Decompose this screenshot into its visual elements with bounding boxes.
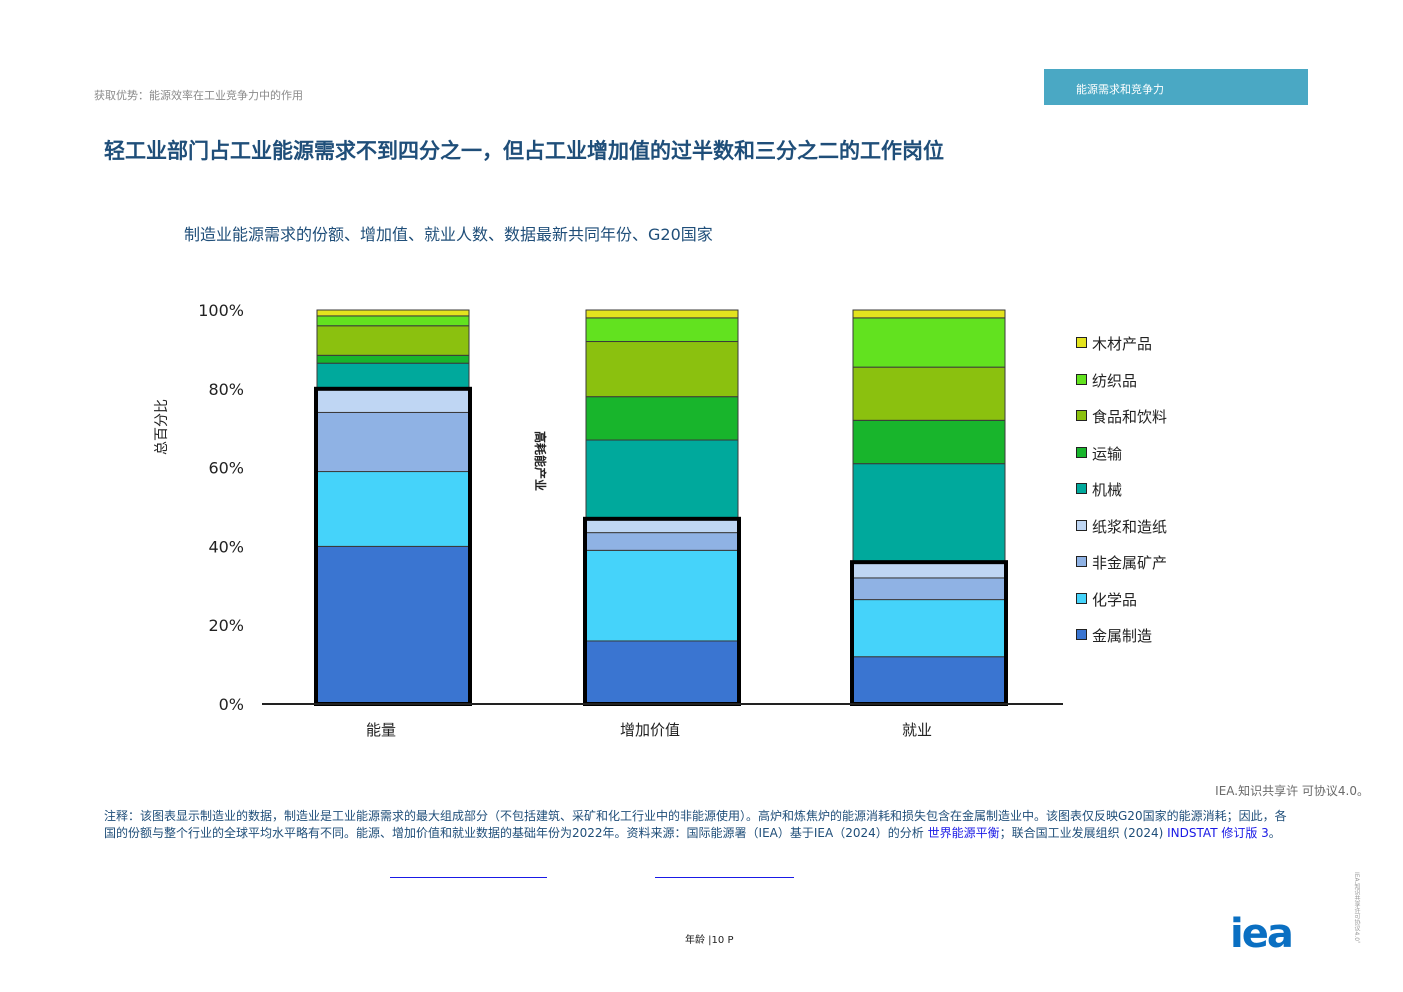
page-title: 轻工业部门占工业能源需求不到四分之一，但占工业增加值的过半数和三分之二的工作岗位: [104, 139, 944, 163]
legend-swatch: [1076, 410, 1087, 421]
legend-label: 食品和饮料: [1092, 408, 1168, 426]
bar-segment: [852, 656, 1006, 705]
bar-segment: [852, 561, 1006, 579]
legend-label: 运输: [1092, 444, 1123, 463]
energy-intensive-annotation: 高耗能产业: [533, 431, 548, 491]
legend-item: 运输: [1076, 443, 1122, 463]
notes-text-2: ；联合国工业发展组织 (2024): [999, 826, 1164, 840]
x-category-label: 就业: [902, 721, 932, 739]
legend-item: 金属制造: [1076, 625, 1152, 645]
chart-title: 制造业能源需求的份额、增加值、就业人数、数据最新共同年份、G20国家: [184, 225, 713, 244]
legend-swatch: [1076, 446, 1087, 458]
legend-swatch: [1076, 373, 1087, 385]
y-tick-label: 80%: [208, 380, 244, 399]
link-underline: [390, 877, 547, 878]
x-category-label: 增加价值: [620, 721, 680, 739]
legend-swatch: [1076, 556, 1087, 567]
legend-label: 金属制造: [1092, 627, 1153, 645]
bar-segment: [585, 309, 739, 319]
legend-item: 木材产品: [1076, 333, 1152, 353]
bar-segment: [316, 545, 470, 705]
legend-item: 纺织品: [1076, 370, 1137, 390]
legend-swatch: [1076, 483, 1087, 494]
bar-segment: [585, 640, 739, 705]
link-underline: [655, 877, 794, 878]
y-tick-label: 20%: [208, 616, 244, 635]
bar-segment: [852, 366, 1006, 421]
license-text: IEA.知识共享许 可协议4.0。: [1215, 784, 1369, 798]
y-tick-label: 40%: [208, 537, 244, 556]
legend-item: 化学品: [1076, 589, 1137, 609]
bar-segment: [585, 439, 739, 520]
notes-end: 。: [1268, 826, 1281, 840]
bar-segment: [852, 599, 1006, 658]
chart-notes: 注释：该图表显示制造业的数据，制造业是工业能源需求的最大组成部分（不包括建筑、采…: [104, 808, 1294, 842]
side-license-text: IEA.知识共享许可协议4.0。: [1353, 872, 1360, 948]
legend-label: 非金属矿产: [1092, 554, 1168, 572]
bar-segment: [585, 549, 739, 642]
legend-item: 食品和饮料: [1076, 406, 1167, 426]
breadcrumb: 获取优势：能源效率在工业竞争力中的作用: [94, 89, 303, 102]
legend-item: 纸浆和造纸: [1076, 516, 1167, 536]
bar-segment: [585, 317, 739, 343]
legend-swatch: [1076, 592, 1087, 604]
y-axis-label: 总百分比: [154, 399, 170, 455]
bar-segment: [316, 411, 470, 473]
y-tick-label: 100%: [198, 301, 244, 320]
bar-segment: [316, 315, 470, 327]
y-tick-label: 60%: [208, 459, 244, 478]
legend-label: 化学品: [1092, 590, 1138, 609]
notes-link-indstat[interactable]: INDSTAT 修订版 3: [1167, 826, 1269, 840]
iea-logo[interactable]: iea: [1230, 911, 1294, 957]
bar-segment: [585, 341, 739, 398]
bar-segment: [316, 325, 470, 356]
bar-segment: [316, 354, 470, 364]
bar-segment: [585, 518, 739, 534]
bar-segment: [316, 471, 470, 547]
bar-segment: [852, 577, 1006, 601]
legend-label: 纺织品: [1092, 371, 1138, 390]
bar-segment: [852, 463, 1006, 563]
bar-segment: [585, 532, 739, 551]
bar-segment: [316, 388, 470, 413]
bar-segment: [852, 419, 1006, 465]
legend-item: 机械: [1076, 479, 1122, 499]
legend-swatch: [1076, 519, 1087, 531]
x-category-label: 能量: [366, 721, 396, 739]
bar-segment: [316, 309, 470, 317]
bar-segment: [585, 396, 739, 441]
legend-swatch: [1076, 337, 1087, 348]
legend-label: 纸浆和造纸: [1092, 517, 1168, 536]
page-number: 年龄 |10 P: [685, 935, 734, 946]
section-tab[interactable]: 能源需求和竞争力: [1044, 69, 1308, 105]
bar-segment: [852, 309, 1006, 319]
legend-swatch: [1076, 629, 1087, 640]
legend-label: 木材产品: [1092, 335, 1153, 353]
notes-text: 注释：该图表显示制造业的数据，制造业是工业能源需求的最大组成部分（不包括建筑、采…: [104, 809, 1287, 840]
y-tick-label: 0%: [219, 695, 244, 714]
bar-segment: [852, 317, 1006, 368]
notes-link-world-energy-balances[interactable]: 世界能源平衡: [927, 826, 1000, 840]
legend-label: 机械: [1092, 481, 1123, 499]
bar-segment: [316, 362, 470, 390]
legend-item: 非金属矿产: [1076, 552, 1167, 572]
